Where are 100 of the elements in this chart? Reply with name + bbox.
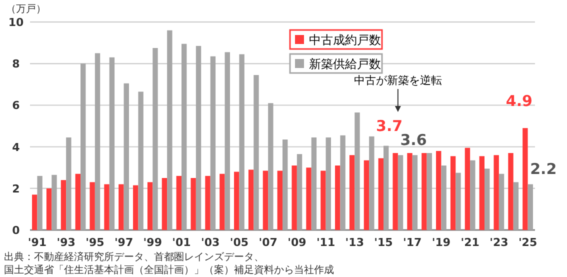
legend-label: 新築供給戸数 <box>309 57 381 71</box>
data-label: 3.6 <box>400 131 427 150</box>
bar <box>124 83 129 230</box>
bar <box>498 174 504 230</box>
x-tick-label: '11 <box>316 236 336 249</box>
bar <box>277 170 282 230</box>
bar <box>60 180 66 230</box>
bar <box>364 160 370 230</box>
bar <box>248 170 254 230</box>
bar <box>464 148 470 230</box>
data-label: 2.2 <box>530 160 557 178</box>
bar <box>412 155 418 230</box>
bar <box>508 153 514 230</box>
bar <box>320 170 326 230</box>
data-label: 4.9 <box>506 92 532 110</box>
bar <box>118 184 124 230</box>
source-note: 出典：不動産経済研究所データ、首都圏レインズデータ、国土交通省「住生活基本計画（全国計画）」（案）補足資料から当社作成 <box>4 251 334 276</box>
bar <box>224 52 230 230</box>
x-tick-label: '95 <box>86 236 104 249</box>
bar <box>162 178 168 230</box>
y-tick-label: 10 <box>8 16 24 29</box>
bar <box>340 135 346 230</box>
bar <box>37 176 42 230</box>
bar <box>167 30 172 230</box>
bar <box>94 53 100 230</box>
bar <box>46 188 52 230</box>
y-tick-label: 6 <box>12 99 20 112</box>
bar <box>133 185 138 230</box>
bar <box>335 166 340 230</box>
bar <box>90 182 95 230</box>
y-tick-label: 2 <box>12 182 20 196</box>
bar <box>407 153 412 230</box>
x-tick-label: '05 <box>230 236 249 249</box>
bar <box>470 160 476 230</box>
bar <box>398 155 404 230</box>
x-tick-label: '15 <box>374 236 393 249</box>
bar <box>292 166 297 230</box>
bar <box>392 153 398 230</box>
bar <box>528 184 533 230</box>
x-tick-label: '13 <box>345 236 364 249</box>
x-tick-label: '07 <box>258 236 278 249</box>
y-tick-label: 4 <box>12 140 20 154</box>
bar <box>349 155 355 230</box>
x-tick-label: '23 <box>490 236 508 249</box>
x-tick-label: '03 <box>201 236 220 249</box>
bar <box>456 172 461 230</box>
bar <box>513 182 519 230</box>
bar <box>152 48 158 230</box>
bar <box>369 136 374 230</box>
bar <box>234 172 240 230</box>
bar <box>354 112 360 230</box>
bar <box>239 54 244 230</box>
bar <box>205 176 210 230</box>
bar <box>176 176 182 230</box>
x-tick-label: '91 <box>28 236 47 249</box>
x-tick-label: '25 <box>518 236 538 249</box>
bar <box>196 46 202 230</box>
bar <box>52 174 57 230</box>
bar <box>311 137 317 230</box>
bar <box>422 153 427 230</box>
x-tick-label: '21 <box>460 236 480 249</box>
y-tick-label: 0 <box>12 224 20 237</box>
x-tick-label: '01 <box>172 236 191 249</box>
bar <box>441 166 446 230</box>
y-axis-title: （万戸） <box>6 4 46 15</box>
bar <box>254 75 259 230</box>
bar <box>190 178 196 230</box>
bar <box>75 174 80 230</box>
bar <box>147 182 153 230</box>
x-tick-label: '17 <box>403 236 422 249</box>
bar <box>104 184 110 230</box>
bar <box>138 92 144 230</box>
x-tick-label: '09 <box>288 236 306 249</box>
annotation: 中古が新築を逆転 <box>354 74 442 87</box>
bar <box>80 64 86 230</box>
bar <box>479 156 484 230</box>
bar <box>32 194 38 230</box>
bar <box>450 156 456 230</box>
bar <box>384 146 389 230</box>
bar <box>494 155 499 230</box>
bar <box>210 56 216 230</box>
x-tick-label: '99 <box>143 236 162 249</box>
bar <box>484 168 490 230</box>
x-tick-label: '93 <box>56 236 76 249</box>
bar <box>522 128 528 230</box>
bar <box>296 154 302 230</box>
bar <box>306 168 312 230</box>
x-tick-label: '97 <box>114 236 134 249</box>
bar <box>262 170 268 230</box>
data-label: 3.7 <box>376 117 403 136</box>
bar <box>378 158 384 230</box>
bar <box>268 103 274 230</box>
y-tick-label: 8 <box>12 58 20 71</box>
legend-label: 中古成約戸数 <box>309 33 381 47</box>
x-tick-label: '19 <box>432 236 451 249</box>
bar <box>182 44 187 230</box>
bar <box>282 140 288 230</box>
bar <box>220 174 225 230</box>
bar <box>436 150 442 230</box>
bar <box>109 57 115 230</box>
